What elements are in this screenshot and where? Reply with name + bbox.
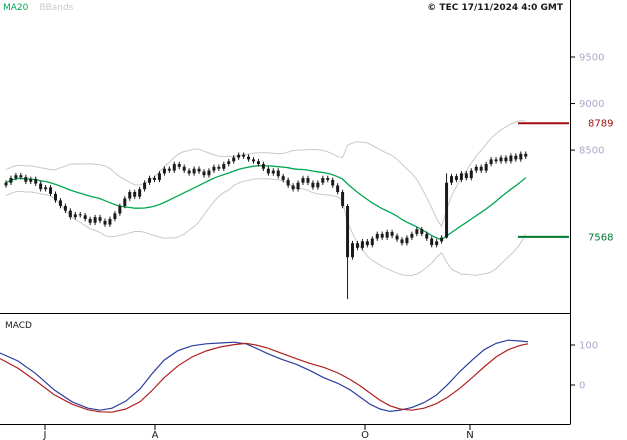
svg-text:N: N [466, 430, 473, 440]
svg-text:9500: 9500 [579, 53, 604, 64]
svg-text:0: 0 [579, 381, 585, 392]
svg-text:A: A [152, 430, 159, 440]
legend: MA20 BBands [3, 3, 73, 13]
svg-text:8500: 8500 [579, 146, 604, 157]
svg-text:7568: 7568 [588, 232, 613, 243]
macd-panel-label: MACD [5, 321, 32, 331]
copyright-text: © TEC 17/11/2024 4:0 GMT [427, 3, 563, 13]
svg-text:O: O [361, 430, 369, 440]
svg-text:8789: 8789 [588, 119, 613, 130]
svg-text:100: 100 [579, 341, 598, 352]
bbands-legend-label: BBands [39, 3, 74, 13]
svg-text:J: J [43, 430, 47, 440]
ma20-legend-label: MA20 [3, 3, 29, 13]
svg-text:9000: 9000 [579, 99, 604, 110]
